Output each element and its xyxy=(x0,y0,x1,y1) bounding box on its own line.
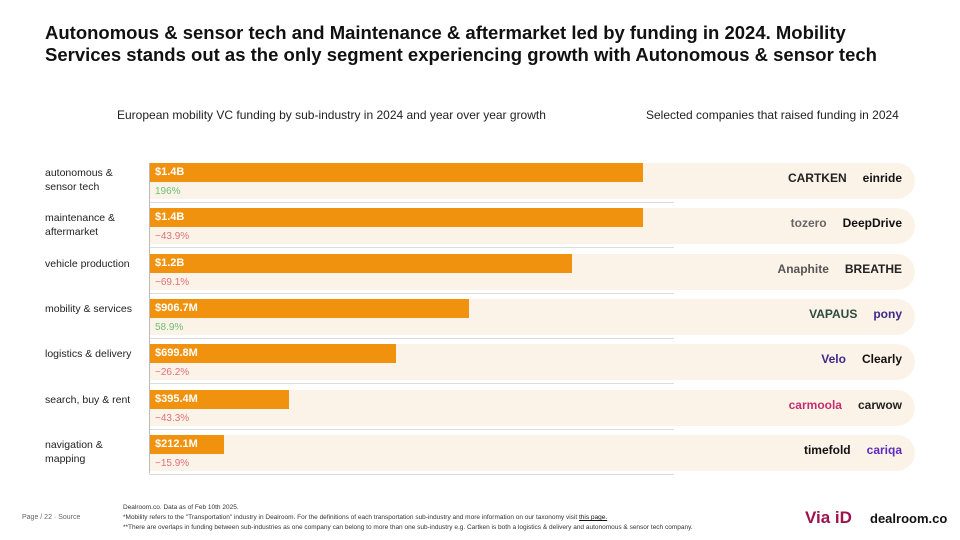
chart-row: vehicle production $1.2B −69.1% Anaphite… xyxy=(0,252,960,297)
row-band xyxy=(149,434,915,471)
company-logo: BREATHE xyxy=(844,261,902,276)
company-logo: VAPAUS xyxy=(809,306,858,321)
slide-title: Autonomous & sensor tech and Maintenance… xyxy=(45,22,877,65)
company-logo: Anaphite xyxy=(777,261,829,276)
category-label: autonomous & sensor tech xyxy=(45,167,113,193)
company-logo: carmoola xyxy=(788,397,842,412)
company-logos: tozero DeepDrive xyxy=(791,216,902,230)
viaid-logo: Via iD xyxy=(805,508,852,527)
company-logos: timefold cariqa xyxy=(804,443,902,457)
company-logo: Clearly xyxy=(861,352,902,367)
row-divider xyxy=(149,383,674,385)
category-label: maintenance & aftermarket xyxy=(45,212,116,239)
funding-bar xyxy=(149,389,289,409)
footnote-mobility: *Mobility refers to the "Transportation"… xyxy=(123,514,578,521)
row-divider xyxy=(149,337,674,339)
footnotes: Dealroom.co. Data as of Feb 10th 2025. *… xyxy=(123,503,693,533)
chart-row: navigation & mapping $212.1M −15.9% time… xyxy=(0,433,960,478)
chart-row: logistics & delivery $699.8M −26.2% Velo… xyxy=(0,342,960,387)
growth-label: −69.1% xyxy=(155,276,190,288)
row-divider xyxy=(149,292,674,294)
company-logos: carmoola carwow xyxy=(789,398,902,412)
funding-bar xyxy=(149,163,643,182)
funding-bar xyxy=(149,344,396,364)
funding-bar xyxy=(149,298,469,318)
row-divider xyxy=(149,202,674,203)
category-label: search, buy & rent xyxy=(45,393,131,406)
value-label: $906.7M xyxy=(155,301,198,314)
chart-row: search, buy & rent $395.4M −43.3% carmoo… xyxy=(0,388,960,433)
value-label: $1.4B xyxy=(155,211,185,224)
value-label: $212.1M xyxy=(155,437,198,450)
funding-bar xyxy=(149,208,643,228)
footnote-overlap: **There are overlaps in funding between … xyxy=(123,524,693,531)
funding-bar xyxy=(149,253,572,273)
category-label: mobility & services xyxy=(45,302,132,315)
row-divider xyxy=(149,247,674,249)
category-label: vehicle production xyxy=(45,257,130,270)
company-logos: CARTKEN einride xyxy=(788,171,902,185)
category-label: navigation & mapping xyxy=(45,438,103,465)
page-number: Page / 22 · Source xyxy=(22,514,81,521)
chart-axis-line xyxy=(149,163,150,473)
value-label: $1.2B xyxy=(155,256,185,269)
value-label: $395.4M xyxy=(155,392,198,405)
company-logo: tozero xyxy=(790,216,827,231)
chart-subtitle: European mobility VC funding by sub-indu… xyxy=(117,108,546,122)
company-logo: DeepDrive xyxy=(842,216,902,231)
company-logos: Anaphite BREATHE xyxy=(778,262,902,276)
taxonomy-link[interactable]: this page. xyxy=(578,514,608,521)
growth-label: −43.9% xyxy=(155,231,190,243)
funding-bar xyxy=(149,434,224,454)
row-divider xyxy=(149,428,674,430)
company-logo: einride xyxy=(862,171,902,185)
growth-label: −15.9% xyxy=(155,457,190,469)
chart-row: autonomous & sensor tech $1.4B 196% CART… xyxy=(0,161,960,206)
value-label: $699.8M xyxy=(155,347,198,360)
company-logo: timefold xyxy=(803,442,851,457)
growth-label: −43.3% xyxy=(155,412,190,424)
chart-row: maintenance & aftermarket $1.4B −43.9% t… xyxy=(0,206,960,251)
company-logo: carwow xyxy=(857,397,902,412)
company-logos: Velo Clearly xyxy=(821,352,902,366)
company-logos: VAPAUS pony xyxy=(809,307,902,321)
footnote-source: Dealroom.co. Data as of Feb 10th 2025. xyxy=(123,504,239,511)
value-label: $1.4B xyxy=(155,166,185,178)
company-logo: Velo xyxy=(821,352,846,367)
growth-label: 58.9% xyxy=(155,321,184,333)
company-logo: CARTKEN xyxy=(787,171,847,185)
chart-row: mobility & services $906.7M 58.9% VAPAUS… xyxy=(0,297,960,342)
category-label: logistics & delivery xyxy=(45,348,132,361)
company-logo: cariqa xyxy=(866,442,902,457)
companies-subtitle: Selected companies that raised funding i… xyxy=(646,108,899,122)
company-logo: pony xyxy=(873,306,902,321)
dealroom-logo: dealroom.co xyxy=(870,511,948,526)
growth-label: 196% xyxy=(155,186,181,197)
row-divider xyxy=(149,473,674,475)
growth-label: −26.2% xyxy=(155,367,190,379)
